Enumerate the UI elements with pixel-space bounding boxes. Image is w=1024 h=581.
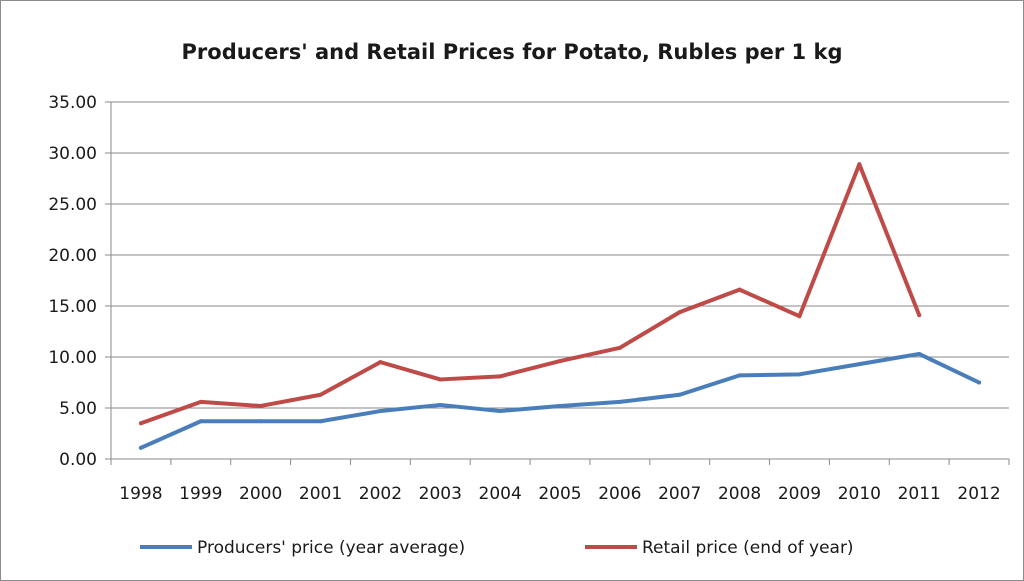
data-point xyxy=(378,360,383,365)
data-point xyxy=(737,287,742,292)
data-point xyxy=(138,421,143,426)
data-point xyxy=(797,372,802,377)
series-line-1 xyxy=(138,351,982,450)
data-point xyxy=(977,380,982,385)
y-tick-label: 15.00 xyxy=(48,297,97,317)
legend-label: Retail price (end of year) xyxy=(642,538,854,558)
x-tick-label: 2011 xyxy=(898,484,941,504)
x-tick-label: 2009 xyxy=(778,484,821,504)
data-point xyxy=(138,445,143,450)
x-tick-label: 1998 xyxy=(119,484,162,504)
data-point xyxy=(258,403,263,408)
data-point xyxy=(438,377,443,382)
data-point xyxy=(917,313,922,318)
chart-title: Producers' and Retail Prices for Potato,… xyxy=(182,40,843,64)
y-tick-label: 20.00 xyxy=(48,246,97,266)
data-point xyxy=(198,399,203,404)
x-tick-label: 2000 xyxy=(239,484,282,504)
x-tick-label: 2007 xyxy=(658,484,701,504)
data-point xyxy=(258,419,263,424)
data-point xyxy=(917,351,922,356)
data-point xyxy=(857,162,862,167)
data-point xyxy=(378,409,383,414)
y-tick-label: 10.00 xyxy=(48,348,97,368)
y-axis-tick-labels: 0.00 5.00 10.00 15.00 20.00 25.00 30.00 35.00 xyxy=(48,93,97,470)
gridlines xyxy=(111,101,1009,409)
data-point xyxy=(617,399,622,404)
y-tick-label: 25.00 xyxy=(48,195,97,215)
x-tick-label: 1999 xyxy=(179,484,222,504)
x-tick-label: 2004 xyxy=(479,484,522,504)
data-point xyxy=(318,419,323,424)
series-lines xyxy=(138,162,982,450)
legend: Producers' price (year average) Retail pr… xyxy=(140,538,854,558)
data-point xyxy=(617,345,622,350)
x-tick-label: 2002 xyxy=(359,484,402,504)
y-tick-label: 30.00 xyxy=(48,144,97,164)
data-point xyxy=(198,419,203,424)
x-tick-label: 2006 xyxy=(598,484,641,504)
data-point xyxy=(558,359,562,364)
legend-label: Producers' price (year average) xyxy=(197,538,465,558)
data-point xyxy=(558,403,562,408)
y-tick-label: 5.00 xyxy=(59,399,97,419)
x-tick-label: 2008 xyxy=(718,484,761,504)
data-point xyxy=(677,310,682,315)
x-tick-label: 2001 xyxy=(299,484,342,504)
x-tick-label: 2012 xyxy=(957,484,1000,504)
data-point xyxy=(797,314,802,319)
data-point xyxy=(318,392,323,397)
series-line-2 xyxy=(138,162,922,426)
data-point xyxy=(677,392,682,397)
y-tick-label: 0.00 xyxy=(59,450,97,470)
data-point xyxy=(857,362,862,367)
axes xyxy=(105,101,1010,465)
data-point xyxy=(438,402,443,407)
x-tick-label: 2010 xyxy=(838,484,881,504)
data-point xyxy=(498,374,503,379)
y-tick-label: 35.00 xyxy=(48,93,97,113)
x-tick-label: 2003 xyxy=(419,484,462,504)
x-tick-label: 2005 xyxy=(538,484,581,504)
x-axis-tick-labels: 1998 1999 2000 2001 2002 2003 2004 2005 2006 2007… xyxy=(119,484,1000,504)
data-point xyxy=(737,373,742,378)
data-point xyxy=(498,409,503,414)
